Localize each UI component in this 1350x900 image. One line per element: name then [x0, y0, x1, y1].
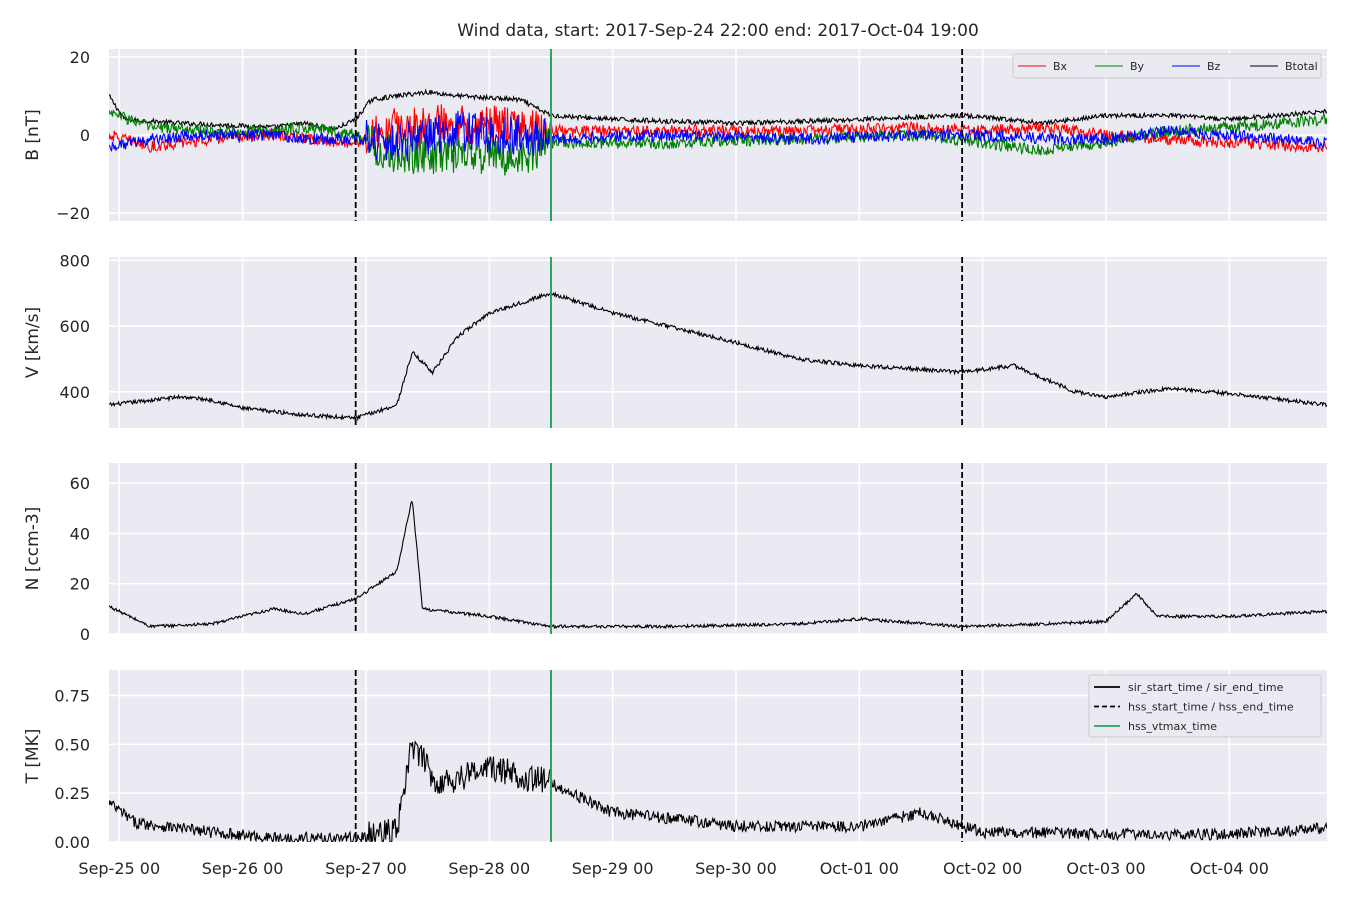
panel-T-ylabel: T [MK]	[23, 729, 43, 785]
marker-legend-label: hss_vtmax_time	[1128, 720, 1217, 733]
x-tick-label: Sep-30 00	[695, 859, 777, 878]
x-tick-label: Oct-03 00	[1066, 859, 1145, 878]
panel-N-ytick-label: 0	[80, 625, 90, 644]
x-tick-label: Oct-04 00	[1190, 859, 1269, 878]
panel-B-ytick-label: −20	[56, 204, 90, 223]
panel-V-background	[109, 257, 1327, 428]
panel-V: 400 600 800 V [km/s]	[23, 251, 1327, 428]
panel-N: 0 20 40 60 N [ccm-3]	[23, 463, 1327, 644]
panel-N-ytick-label: 60	[70, 474, 90, 493]
b-legend-label-bx: Bx	[1053, 60, 1068, 73]
panel-B-ylabel: B [nT]	[23, 109, 43, 161]
chart-title: Wind data, start: 2017-Sep-24 22:00 end:…	[457, 21, 979, 41]
panel-V-series-v	[109, 290, 1327, 422]
x-tick-label: Sep-29 00	[572, 859, 654, 878]
x-tick-label: Sep-27 00	[325, 859, 407, 878]
b-legend-box	[1012, 53, 1322, 79]
panel-N-ylabel: N [ccm-3]	[23, 507, 43, 591]
panel-B-ytick-label: 20	[70, 48, 90, 67]
marker-legend-label: sir_start_time / sir_end_time	[1128, 681, 1284, 694]
panel-V-ytick-label: 600	[59, 317, 90, 336]
panel-B: −20 0 20 B [nT] Bx By Bz Btotal	[23, 48, 1327, 223]
panel-T-ytick-label: 0.50	[54, 735, 90, 754]
b-legend-label-by: By	[1130, 60, 1145, 73]
marker-legend-label: hss_start_time / hss_end_time	[1128, 701, 1294, 714]
panel-N-ytick-label: 40	[70, 524, 90, 543]
panel-V-ytick-label: 400	[59, 383, 90, 402]
x-tick-label: Oct-02 00	[943, 859, 1022, 878]
x-tick-label: Sep-28 00	[448, 859, 530, 878]
panel-T-ytick-label: 0.25	[54, 784, 90, 803]
panel-V-ylabel: V [km/s]	[23, 307, 43, 378]
panel-V-ytick-label: 800	[59, 251, 90, 270]
panel-T-series-t	[109, 740, 1327, 842]
b-legend-label-bz: Bz	[1207, 60, 1221, 73]
x-tick-label: Sep-26 00	[202, 859, 284, 878]
panel-B-ytick-label: 0	[80, 126, 90, 145]
b-legend-label-btotal: Btotal	[1285, 60, 1318, 73]
panel-N-ytick-label: 20	[70, 575, 90, 594]
marker-legend: sir_start_time / sir_end_time hss_start_t…	[1088, 674, 1322, 738]
x-tick-label: Oct-01 00	[820, 859, 899, 878]
panel-B-series-bz	[109, 110, 1327, 162]
marker-legend-box	[1088, 674, 1322, 738]
x-tick-label: Sep-25 00	[78, 859, 160, 878]
panel-T: 0.00 0.25 0.50 0.75 T [MK] Sep-25 00 Sep-26 00…	[23, 670, 1327, 878]
panel-T-ytick-label: 0.00	[54, 833, 90, 852]
panel-N-background	[109, 463, 1327, 634]
panel-T-ytick-label: 0.75	[54, 686, 90, 705]
panel-N-series-n	[109, 500, 1327, 630]
b-legend: Bx By Bz Btotal	[1012, 53, 1322, 79]
